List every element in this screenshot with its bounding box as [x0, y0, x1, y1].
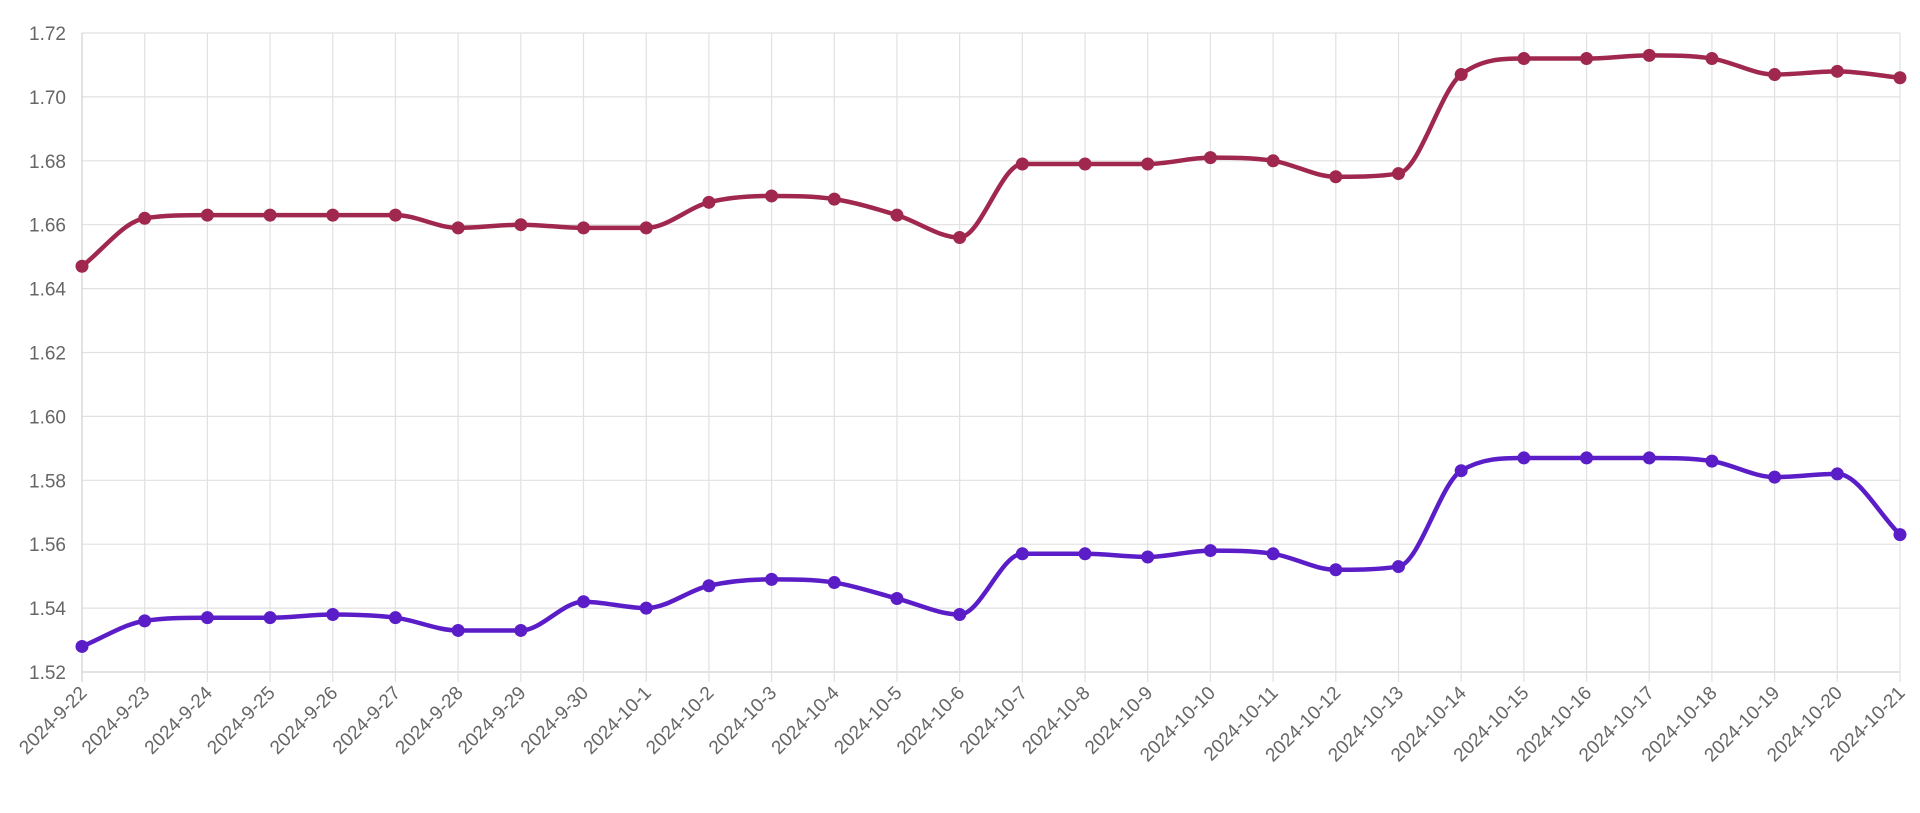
data-point[interactable] — [1015, 157, 1029, 171]
x-tick-label: 2024-10-6 — [893, 683, 969, 759]
data-point[interactable] — [451, 221, 465, 235]
x-tick-label: 2024-9-22 — [15, 683, 91, 759]
data-point[interactable] — [1329, 170, 1343, 184]
data-point[interactable] — [577, 595, 591, 609]
data-point[interactable] — [1580, 451, 1594, 465]
data-point[interactable] — [388, 208, 402, 222]
data-point[interactable] — [702, 579, 716, 593]
data-point[interactable] — [1830, 64, 1844, 78]
data-point[interactable] — [514, 218, 528, 232]
data-point[interactable] — [765, 189, 779, 203]
y-tick-label: 1.60 — [29, 407, 66, 428]
data-point[interactable] — [577, 221, 591, 235]
data-point[interactable] — [1830, 467, 1844, 481]
x-tick-label: 2024-9-30 — [517, 683, 593, 759]
data-point[interactable] — [1517, 52, 1531, 66]
data-point[interactable] — [263, 208, 277, 222]
y-tick-label: 1.66 — [29, 216, 66, 237]
data-point[interactable] — [639, 601, 653, 615]
y-tick-label: 1.58 — [29, 471, 66, 492]
data-point[interactable] — [1078, 157, 1092, 171]
x-tick-label: 2024-9-25 — [204, 683, 280, 759]
x-tick-label: 2024-10-7 — [956, 683, 1032, 759]
x-tick-label: 2024-10-5 — [830, 683, 906, 759]
data-point[interactable] — [702, 195, 716, 209]
data-point[interactable] — [1642, 451, 1656, 465]
data-point[interactable] — [1078, 547, 1092, 561]
data-point[interactable] — [1391, 167, 1405, 181]
data-point[interactable] — [1015, 547, 1029, 561]
data-point[interactable] — [890, 208, 904, 222]
x-tick-label: 2024-10-8 — [1018, 683, 1094, 759]
data-point[interactable] — [1203, 544, 1217, 558]
data-point[interactable] — [388, 611, 402, 625]
y-tick-label: 1.54 — [29, 599, 66, 620]
data-point[interactable] — [1266, 154, 1280, 168]
data-point[interactable] — [1454, 464, 1468, 478]
data-point[interactable] — [1705, 52, 1719, 66]
data-point[interactable] — [1642, 48, 1656, 62]
data-point[interactable] — [263, 611, 277, 625]
data-point[interactable] — [1580, 52, 1594, 66]
data-point[interactable] — [639, 221, 653, 235]
data-point[interactable] — [326, 607, 340, 621]
data-point[interactable] — [1266, 547, 1280, 561]
data-point[interactable] — [1705, 454, 1719, 468]
y-axis: 1.52 1.54 1.56 1.58 1.60 1.62 1.64 1.66 1.68 1.70… — [29, 24, 66, 684]
data-point[interactable] — [1893, 528, 1907, 542]
series-line — [79, 455, 1903, 649]
data-point[interactable] — [890, 592, 904, 606]
data-point[interactable] — [451, 623, 465, 637]
data-point[interactable] — [1203, 151, 1217, 165]
x-tick-label: 2024-9-26 — [266, 683, 342, 759]
x-tick-label: 2024-9-28 — [392, 683, 468, 759]
x-tick-label: 2024-10-2 — [642, 683, 718, 759]
y-tick-label: 1.62 — [29, 344, 66, 365]
x-tick-label: 2024-10-1 — [580, 683, 656, 759]
data-point[interactable] — [765, 572, 779, 586]
data-point[interactable] — [1141, 550, 1155, 564]
x-tick-label: 2024-9-27 — [329, 683, 405, 759]
y-tick-label: 1.52 — [29, 663, 66, 684]
x-tick-label: 2024-9-29 — [454, 683, 530, 759]
data-point[interactable] — [827, 192, 841, 206]
y-tick-label: 1.70 — [29, 88, 66, 109]
data-point[interactable] — [827, 576, 841, 590]
x-tick-label: 2024-10-3 — [705, 683, 781, 759]
data-point[interactable] — [326, 208, 340, 222]
series-1 — [75, 48, 1907, 273]
data-point[interactable] — [1391, 560, 1405, 574]
data-point[interactable] — [138, 211, 152, 225]
data-point[interactable] — [1517, 451, 1531, 465]
data-point[interactable] — [1893, 71, 1907, 85]
data-point[interactable] — [200, 208, 214, 222]
data-point[interactable] — [1329, 563, 1343, 577]
data-point[interactable] — [1454, 68, 1468, 82]
series-2 — [75, 451, 1907, 653]
data-point[interactable] — [200, 611, 214, 625]
series-group — [75, 48, 1907, 653]
data-point[interactable] — [1141, 157, 1155, 171]
data-point[interactable] — [514, 623, 528, 637]
x-axis: 2024-9-222024-9-232024-9-242024-9-252024… — [15, 682, 1909, 766]
y-tick-label: 1.68 — [29, 152, 66, 173]
data-point[interactable] — [953, 607, 967, 621]
data-point[interactable] — [1768, 68, 1782, 82]
data-point[interactable] — [75, 259, 89, 273]
y-tick-label: 1.72 — [29, 24, 66, 45]
x-tick-label: 2024-9-23 — [78, 683, 154, 759]
data-point[interactable] — [75, 639, 89, 653]
data-point[interactable] — [1768, 470, 1782, 484]
data-point[interactable] — [953, 230, 967, 244]
data-point[interactable] — [138, 614, 152, 628]
y-tick-label: 1.64 — [29, 280, 66, 301]
y-tick-label: 1.56 — [29, 535, 66, 556]
